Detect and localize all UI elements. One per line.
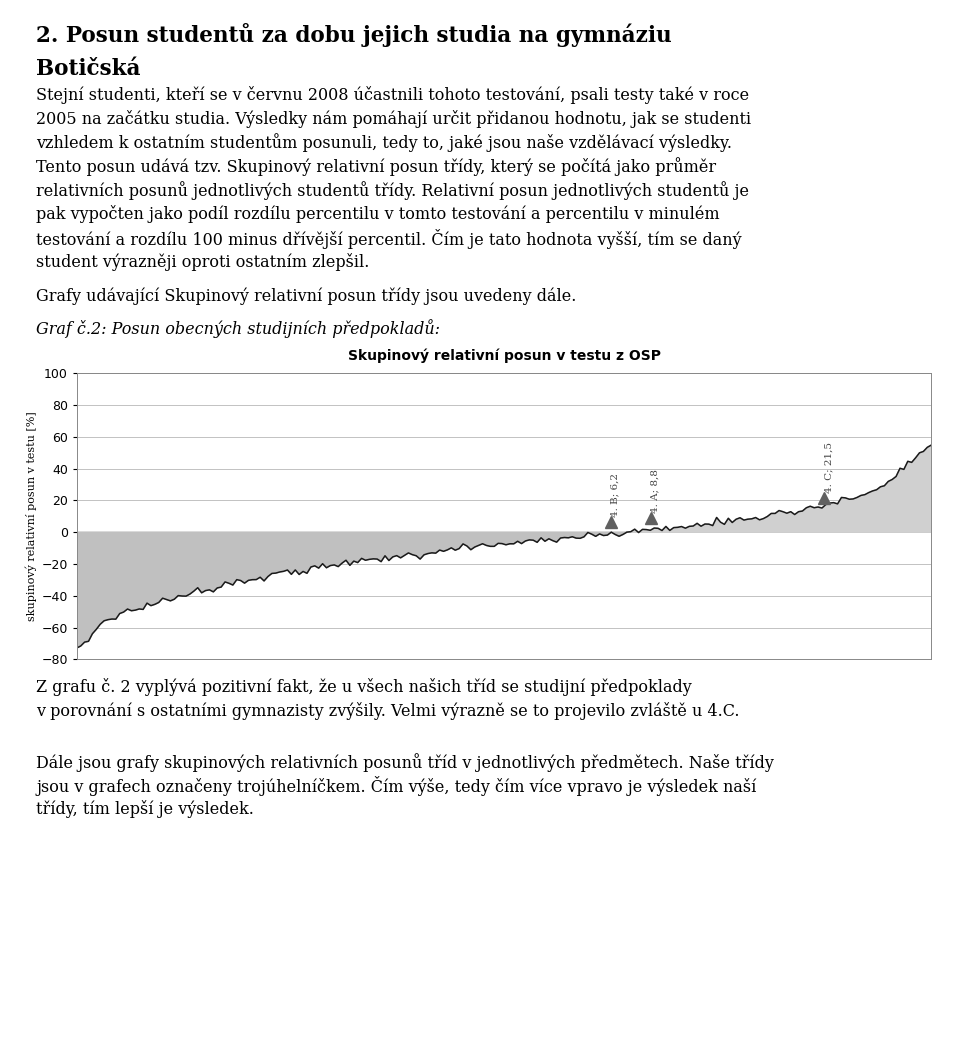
Text: relativních posunů jednotlivých studentů třídy. Relativní posun jednotlivých stu: relativních posunů jednotlivých studentů… bbox=[36, 181, 750, 200]
Text: 4. A; 8,8: 4. A; 8,8 bbox=[651, 470, 660, 513]
Text: třídy, tím lepší je výsledek.: třídy, tím lepší je výsledek. bbox=[36, 800, 254, 818]
Text: Skupinový relativní posun v testu z OSP: Skupinový relativní posun v testu z OSP bbox=[348, 349, 660, 364]
Text: Botičská: Botičská bbox=[36, 58, 141, 81]
Text: v porovnání s ostatními gymnazisty zvýšily. Velmi výrazně se to projevilo zvlášt: v porovnání s ostatními gymnazisty zvýši… bbox=[36, 702, 740, 720]
Text: Stejní studenti, kteří se v červnu 2008 účastnili tohoto testování, psali testy : Stejní studenti, kteří se v červnu 2008 … bbox=[36, 86, 750, 104]
Text: testování a rozdílu 100 minus dřívější percentil. Čím je tato hodnota vyšší, tím: testování a rozdílu 100 minus dřívější p… bbox=[36, 229, 742, 249]
Text: Grafy udávající Skupinový relativní posun třídy jsou uvedeny dále.: Grafy udávající Skupinový relativní posu… bbox=[36, 287, 577, 305]
Text: vzhledem k ostatním studentům posunuli, tedy to, jaké jsou naše vzdělávací výsle: vzhledem k ostatním studentům posunuli, … bbox=[36, 134, 732, 153]
Text: 2005 na začátku studia. Výsledky nám pomáhají určit přidanou hodnotu, jak se stu: 2005 na začátku studia. Výsledky nám pom… bbox=[36, 110, 752, 127]
Text: 4. C; 21,5: 4. C; 21,5 bbox=[825, 442, 833, 493]
Text: student výrazněji oproti ostatním zlepšil.: student výrazněji oproti ostatním zlepši… bbox=[36, 252, 370, 270]
Y-axis label: skupinový relativní posun v testu [%]: skupinový relativní posun v testu [%] bbox=[26, 411, 37, 621]
Text: jsou v grafech označeny trojúhelníčkem. Čím výše, tedy čím více vpravo je výsled: jsou v grafech označeny trojúhelníčkem. … bbox=[36, 776, 756, 796]
Text: Graf č.2: Posun obecných studijních předpokladů:: Graf č.2: Posun obecných studijních před… bbox=[36, 319, 441, 338]
Text: 4. B; 6,2: 4. B; 6,2 bbox=[611, 474, 619, 517]
Text: Dále jsou grafy skupinových relativních posunů tříd v jednotlivých předmětech. N: Dále jsou grafy skupinových relativních … bbox=[36, 753, 775, 772]
Text: Tento posun udává tzv. Skupinový relativní posun třídy, který se počítá jako prů: Tento posun udává tzv. Skupinový relativ… bbox=[36, 157, 716, 176]
Text: Z grafu č. 2 vyplývá pozitivní fakt, že u všech našich tříd se studijní předpokl: Z grafu č. 2 vyplývá pozitivní fakt, že … bbox=[36, 678, 692, 696]
Text: 2. Posun studentů za dobu jejich studia na gymnáziu: 2. Posun studentů za dobu jejich studia … bbox=[36, 23, 672, 48]
Text: pak vypočten jako podíl rozdílu percentilu v tomto testování a percentilu v minu: pak vypočten jako podíl rozdílu percenti… bbox=[36, 205, 720, 223]
